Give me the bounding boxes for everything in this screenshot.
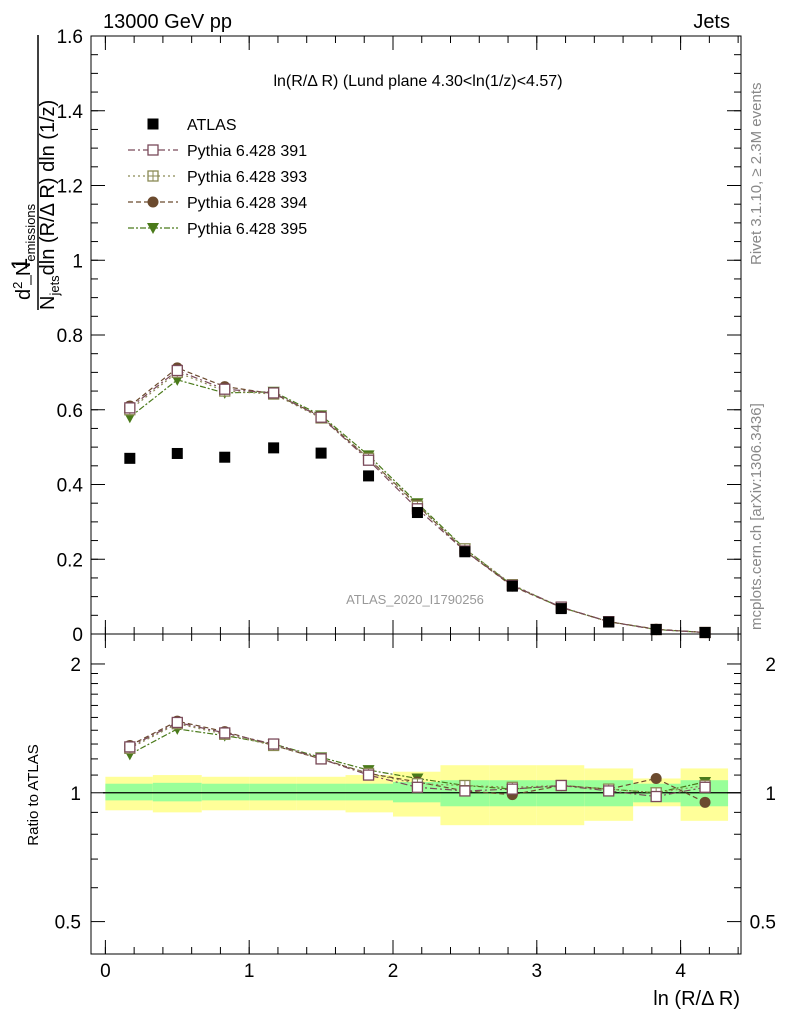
- main-ytick-label: 0.6: [57, 401, 83, 422]
- main-ytick-label: 1.2: [57, 177, 83, 198]
- main-ytick-label: 0.8: [57, 326, 83, 347]
- legend-marker-pythia-6-428-394: [147, 196, 159, 208]
- ratio-pythia-6-428-394-point: [650, 772, 662, 784]
- pythia-6-428-391-point: [362, 454, 375, 466]
- main-ytick-label: 0.2: [57, 550, 83, 571]
- plot-title: ln(R/Δ R) (Lund plane 4.30<ln(1/z)<4.57): [273, 73, 562, 90]
- mcplots-label: mcplots.cern.ch [arXiv:1306.3436]: [748, 403, 765, 630]
- legend-marker-pythia-6-428-395: [147, 223, 159, 234]
- legend-marker-atlas: [147, 118, 159, 130]
- atlas-point: [315, 447, 327, 459]
- atlas-point: [555, 603, 567, 615]
- ratio-band-inner: [296, 783, 346, 801]
- svg-text:Njetsdln (R/Δ R) dln (1/z): Njetsdln (R/Δ R) dln (1/z): [37, 100, 62, 310]
- ratio-ytick-label-right: 1: [765, 784, 776, 805]
- ratio-pythia-6-428-391-point: [699, 781, 711, 793]
- ratio-pythia-6-428-391-point: [362, 769, 375, 781]
- main-ytick-label: 0: [72, 625, 83, 646]
- ratio-ytick-label-right: 2: [765, 655, 776, 676]
- main-ytick-label: 1.6: [57, 27, 83, 48]
- atlas-point: [124, 452, 136, 464]
- main-panel: 0 0.2 0.4 0.6 0.8 1 1.2 1.4 1.6 ln(R/Δ R) (Lund …: [57, 27, 742, 646]
- ratio-band-inner: [345, 783, 393, 801]
- ratio-pythia-6-428-391-point: [603, 785, 615, 797]
- atlas-point: [171, 447, 183, 459]
- legend-marker-pythia-6-428-391: [147, 144, 159, 156]
- main-ytick-label: 0.4: [57, 476, 84, 497]
- legend-label-atlas: ATLAS: [187, 117, 237, 134]
- ratio-ytick-label: 1: [70, 784, 81, 805]
- main-series-group: [123, 362, 712, 639]
- ratio-pythia-6-428-394-point: [699, 796, 711, 808]
- ratio-y-ticks: 0.5 0.5 1 1 2 2: [55, 655, 776, 934]
- ratio-ytick-label-right: 0.5: [750, 913, 776, 934]
- pythia-6-428-391-point: [219, 383, 231, 395]
- atlas-point: [650, 624, 662, 636]
- atlas-point: [363, 470, 375, 482]
- x-axis: 0 1 2 3 4: [100, 36, 739, 982]
- atlas-point: [268, 442, 280, 454]
- ratio-band-inner: [105, 783, 153, 801]
- ratio-ylabel: Ratio to ATLAS: [25, 744, 42, 845]
- legend-label-pythia-6-428-394: Pythia 6.428 394: [187, 195, 307, 212]
- main-ylabel: 1 Njetsdln (R/Δ R) dln (1/z) d2 Nemissio…: [7, 35, 62, 310]
- watermark: ATLAS_2020_I1790256: [346, 592, 484, 607]
- ratio-pythia-6-428-391-point: [459, 785, 471, 797]
- xtick-label: 2: [388, 961, 399, 982]
- legend-label-pythia-6-428-393: Pythia 6.428 393: [187, 169, 307, 186]
- ratio-pythia-6-428-391-point: [219, 727, 231, 739]
- legend: ATLAS Pythia 6.428 391 Pythia 6.428 393 Pyt…: [128, 117, 307, 238]
- legend-label-pythia-6-428-395: Pythia 6.428 395: [187, 221, 307, 238]
- ratio-pythia-6-428-391-point: [650, 790, 662, 803]
- ratio-series-group: [123, 715, 712, 808]
- ratio-pythia-6-428-391-point: [124, 741, 136, 753]
- ratio-pythia-6-428-391-point: [411, 781, 424, 793]
- ratio-pythia-6-428-391-point: [171, 716, 183, 729]
- xtick-label: 4: [675, 961, 686, 982]
- atlas-point: [506, 580, 518, 592]
- ratio-pythia-6-428-391-point: [506, 783, 518, 795]
- ratio-pythia-6-428-391-point: [555, 779, 567, 792]
- atlas-point: [459, 546, 471, 558]
- atlas-point: [699, 627, 711, 639]
- xtick-label: 3: [532, 961, 543, 982]
- main-y-ticks: 0 0.2 0.4 0.6 0.8 1 1.2 1.4 1.6: [57, 27, 741, 646]
- legend-label-pythia-6-428-391: Pythia 6.428 391: [187, 143, 307, 160]
- atlas-point: [603, 616, 615, 628]
- pythia-6-428-391-point: [171, 364, 183, 377]
- main-ytick-label: 1.4: [57, 102, 84, 123]
- ratio-pythia-6-428-391-point: [315, 753, 327, 765]
- ratio-band-inner: [152, 782, 202, 802]
- main-ytick-label: 1: [72, 251, 83, 272]
- ratio-panel: 0.5 0.5 1 1 2 2: [55, 633, 776, 955]
- header-right: Jets: [693, 11, 730, 33]
- svg-text:1: 1: [7, 258, 32, 270]
- ratio-ytick-label: 2: [70, 655, 81, 676]
- rivet-label: Rivet 3.1.10, ≥ 2.3M events: [748, 83, 765, 266]
- ratio-uncertainty-bands: [103, 765, 741, 826]
- pythia-6-428-391-point: [267, 387, 280, 399]
- pythia-6-428-391-point: [315, 411, 327, 423]
- ratio-band-inner: [201, 783, 250, 801]
- header-left: 13000 GeV pp: [103, 11, 232, 33]
- x-axis-label: ln (R/Δ R): [653, 988, 740, 1010]
- ratio-band-inner: [249, 783, 297, 801]
- ratio-ytick-label: 0.5: [55, 913, 81, 934]
- pythia-6-428-391-point: [124, 402, 136, 414]
- atlas-point: [411, 507, 423, 519]
- xtick-label: 1: [244, 961, 255, 982]
- ratio-pythia-6-428-391-point: [267, 738, 280, 750]
- xtick-label: 0: [100, 961, 111, 982]
- atlas-point: [219, 451, 231, 463]
- ratio-frame: [90, 633, 742, 955]
